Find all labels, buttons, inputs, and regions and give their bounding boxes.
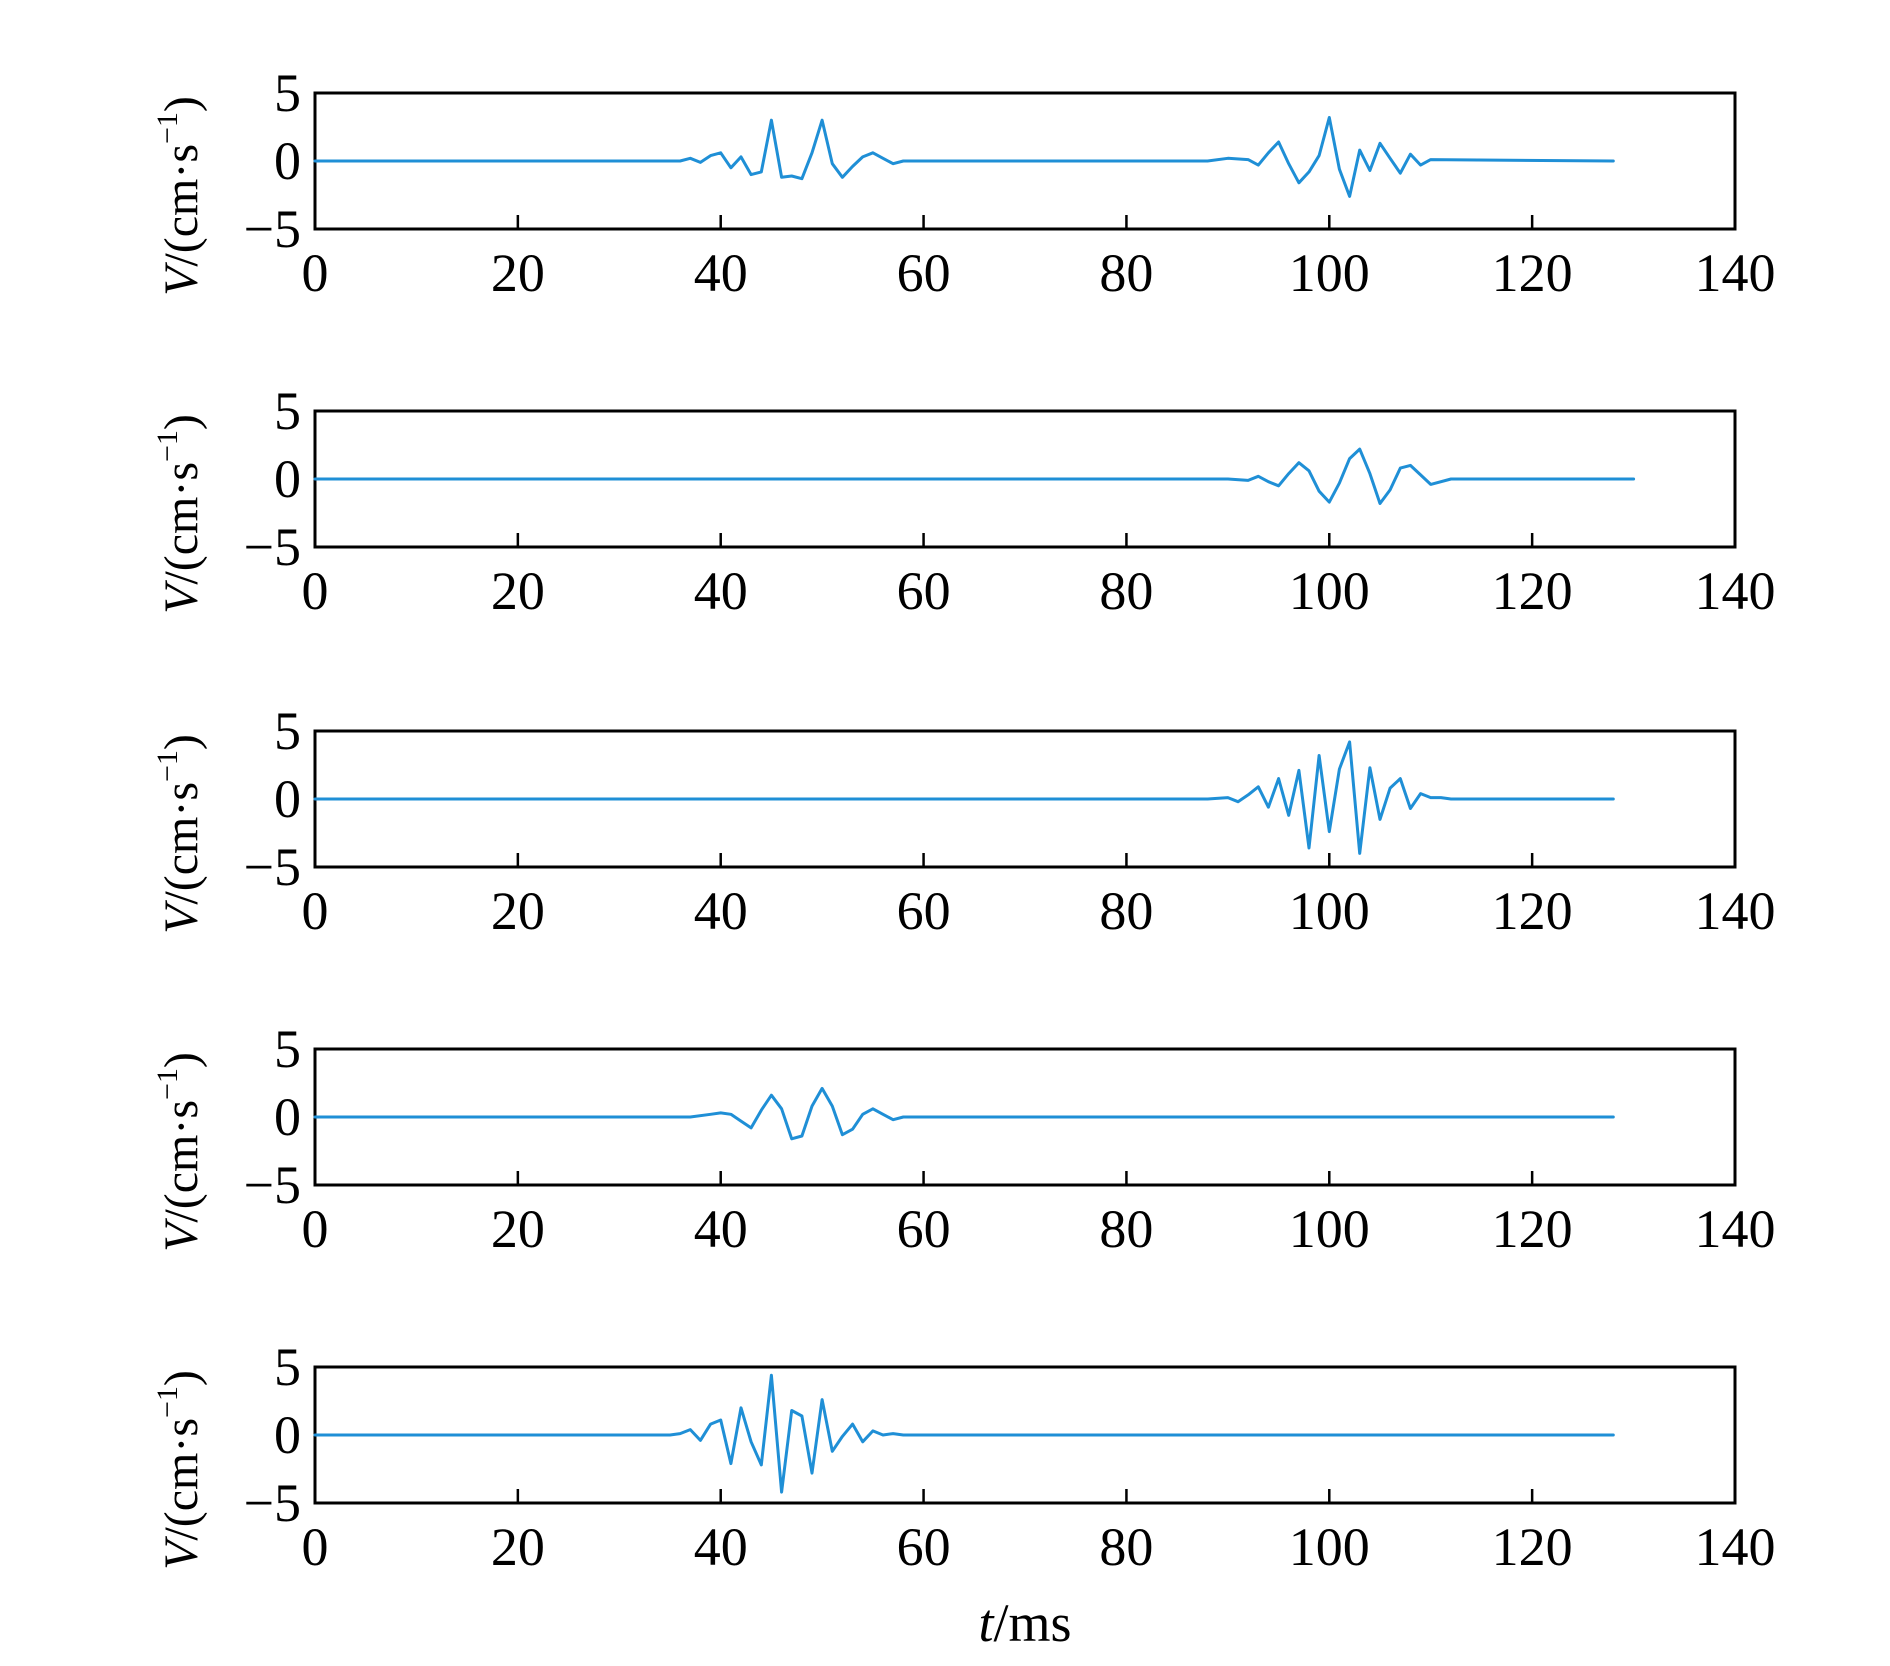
y-axis-label-exponent: −1 bbox=[151, 430, 184, 462]
y-axis-label-close: ) bbox=[155, 414, 208, 430]
x-axis-label-var: t bbox=[978, 1593, 995, 1653]
y-axis-label-exponent: −1 bbox=[151, 112, 184, 144]
x-tick-label: 140 bbox=[1695, 1517, 1776, 1577]
y-tick-label: −5 bbox=[244, 1155, 301, 1215]
x-tick-label: 100 bbox=[1289, 881, 1370, 941]
y-axis-label-var: V bbox=[155, 1218, 208, 1252]
x-tick-label: 40 bbox=[694, 243, 748, 303]
x-tick-label: 40 bbox=[694, 561, 748, 621]
x-tick-label: 60 bbox=[897, 1199, 951, 1259]
x-tick-label: 120 bbox=[1492, 881, 1573, 941]
y-axis-label-unit: /(cm·s bbox=[155, 782, 208, 905]
x-tick-label: 100 bbox=[1289, 243, 1370, 303]
x-tick-label: 0 bbox=[302, 561, 329, 621]
x-tick-label: 60 bbox=[897, 1517, 951, 1577]
x-tick-label: 0 bbox=[302, 881, 329, 941]
y-axis-label-unit: /(cm·s bbox=[155, 462, 208, 585]
x-tick-label: 0 bbox=[302, 243, 329, 303]
y-axis-label-exponent: −1 bbox=[151, 1068, 184, 1100]
x-tick-label: 140 bbox=[1695, 881, 1776, 941]
x-tick-label: 40 bbox=[694, 881, 748, 941]
y-axis-label-unit: /(cm·s bbox=[155, 1418, 208, 1541]
y-tick-label: 5 bbox=[274, 63, 301, 123]
y-tick-label: 0 bbox=[274, 449, 301, 509]
y-axis-label-close: ) bbox=[155, 734, 208, 750]
y-tick-label: 5 bbox=[274, 1337, 301, 1397]
x-tick-label: 100 bbox=[1289, 1517, 1370, 1577]
x-tick-label: 120 bbox=[1492, 561, 1573, 621]
y-axis-label: V/(cm·s−1) bbox=[151, 734, 208, 934]
y-axis-label-close: ) bbox=[155, 1370, 208, 1386]
y-tick-label: −5 bbox=[244, 837, 301, 897]
x-tick-label: 120 bbox=[1492, 243, 1573, 303]
y-axis-label-var: V bbox=[155, 262, 208, 296]
y-axis-label-var: V bbox=[155, 1536, 208, 1570]
y-axis-label-close: ) bbox=[155, 1052, 208, 1068]
y-axis-label: V/(cm·s−1) bbox=[151, 96, 208, 296]
series-line bbox=[313, 447, 1636, 505]
y-tick-label: −5 bbox=[244, 199, 301, 259]
x-tick-label: 40 bbox=[694, 1517, 748, 1577]
y-axis-label: V/(cm·s−1) bbox=[151, 1052, 208, 1252]
x-tick-label: 80 bbox=[1099, 561, 1153, 621]
x-tick-label: 80 bbox=[1099, 881, 1153, 941]
x-tick-label: 60 bbox=[897, 243, 951, 303]
series-line bbox=[313, 1373, 1615, 1494]
x-tick-label: 140 bbox=[1695, 1199, 1776, 1259]
x-tick-label: 0 bbox=[302, 1199, 329, 1259]
x-tick-label: 140 bbox=[1695, 561, 1776, 621]
y-axis-label-close: ) bbox=[155, 96, 208, 112]
x-tick-label: 120 bbox=[1492, 1517, 1573, 1577]
x-tick-label: 20 bbox=[491, 1199, 545, 1259]
x-tick-label: 20 bbox=[491, 561, 545, 621]
x-tick-label: 60 bbox=[897, 881, 951, 941]
x-tick-label: 20 bbox=[491, 1517, 545, 1577]
y-axis-label-var: V bbox=[155, 580, 208, 614]
series-line bbox=[313, 1086, 1615, 1141]
y-tick-label: 0 bbox=[274, 1087, 301, 1147]
x-tick-label: 20 bbox=[491, 881, 545, 941]
y-axis-label-var: V bbox=[155, 900, 208, 934]
y-tick-label: −5 bbox=[244, 517, 301, 577]
y-axis-label: V/(cm·s−1) bbox=[151, 1370, 208, 1570]
x-tick-label: 80 bbox=[1099, 1199, 1153, 1259]
y-tick-label: 0 bbox=[274, 131, 301, 191]
y-axis-label-unit: /(cm·s bbox=[155, 1100, 208, 1223]
series-line bbox=[313, 116, 1615, 198]
y-axis-label-exponent: −1 bbox=[151, 750, 184, 782]
x-tick-label: 40 bbox=[694, 1199, 748, 1259]
y-axis-label-exponent: −1 bbox=[151, 1386, 184, 1418]
x-tick-label: 100 bbox=[1289, 561, 1370, 621]
y-tick-label: 0 bbox=[274, 769, 301, 829]
x-tick-label: 140 bbox=[1695, 243, 1776, 303]
x-tick-label: 20 bbox=[491, 243, 545, 303]
x-axis-label: t/ms bbox=[978, 1593, 1071, 1653]
x-tick-label: 80 bbox=[1099, 1517, 1153, 1577]
x-tick-label: 60 bbox=[897, 561, 951, 621]
y-axis-label: V/(cm·s−1) bbox=[151, 414, 208, 614]
y-axis-label-unit: /(cm·s bbox=[155, 144, 208, 267]
y-tick-label: 5 bbox=[274, 701, 301, 761]
x-axis-label-unit: /ms bbox=[993, 1593, 1071, 1653]
x-tick-label: 100 bbox=[1289, 1199, 1370, 1259]
series-line bbox=[313, 740, 1615, 855]
y-tick-label: 0 bbox=[274, 1405, 301, 1465]
x-tick-label: 0 bbox=[302, 1517, 329, 1577]
y-tick-label: 5 bbox=[274, 1019, 301, 1079]
y-tick-label: 5 bbox=[274, 381, 301, 441]
x-tick-label: 120 bbox=[1492, 1199, 1573, 1259]
x-tick-label: 80 bbox=[1099, 243, 1153, 303]
y-tick-label: −5 bbox=[244, 1473, 301, 1533]
